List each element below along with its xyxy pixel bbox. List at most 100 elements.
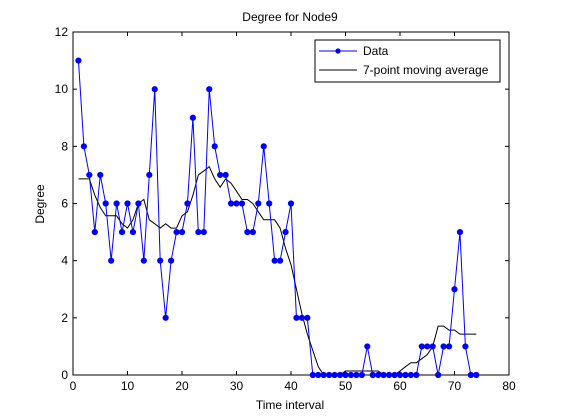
y-tick-label: 12 xyxy=(55,25,69,39)
data-point xyxy=(380,371,387,379)
data-point xyxy=(336,371,344,379)
data-point xyxy=(162,314,169,321)
x-tick-label: 40 xyxy=(284,379,298,393)
data-point xyxy=(266,200,273,207)
data-point xyxy=(238,200,246,207)
y-axis-title: Degree xyxy=(33,184,47,224)
x-tick-label: 20 xyxy=(175,379,189,393)
data-point xyxy=(195,228,202,236)
x-axis-title: Time interval xyxy=(256,398,324,412)
data-point xyxy=(151,86,158,93)
y-tick-label: 2 xyxy=(61,311,68,325)
data-point xyxy=(129,228,137,236)
data-point xyxy=(462,343,469,350)
data-point xyxy=(293,314,300,321)
data-point xyxy=(369,371,376,379)
data-point xyxy=(309,371,316,379)
data-point xyxy=(80,143,88,150)
data-point xyxy=(287,200,295,207)
data-point xyxy=(424,343,431,350)
data-point xyxy=(108,257,115,264)
chart-title: Degree for Node9 xyxy=(242,10,338,24)
data-point xyxy=(456,228,464,236)
data-point xyxy=(473,371,480,379)
data-point xyxy=(200,228,207,236)
data-point xyxy=(102,200,109,207)
x-tick-label: 60 xyxy=(393,379,407,393)
y-tick-label: 10 xyxy=(55,82,69,96)
legend-data-label: Data xyxy=(363,44,389,58)
data-point xyxy=(97,171,104,179)
data-point xyxy=(375,371,382,379)
data-point xyxy=(402,371,409,379)
data-point xyxy=(189,114,196,121)
data-point xyxy=(184,200,191,207)
legend: Data 7-point moving average xyxy=(314,39,501,83)
data-point xyxy=(277,257,284,264)
data-point xyxy=(326,371,333,379)
legend-data-marker xyxy=(335,48,341,54)
x-axis: 0 10 20 30 40 50 60 70 80 xyxy=(70,32,516,393)
data-point xyxy=(440,343,447,350)
data-point xyxy=(255,200,262,207)
data-point xyxy=(467,371,474,379)
data-point xyxy=(206,86,213,93)
data-point xyxy=(331,371,338,379)
data-point xyxy=(386,371,393,379)
data-point xyxy=(260,143,267,150)
x-tick-label: 80 xyxy=(502,379,516,393)
data-point xyxy=(227,200,235,207)
data-point xyxy=(146,171,153,179)
y-axis: 0 2 4 6 8 10 12 xyxy=(55,25,509,382)
data-point xyxy=(157,257,164,264)
x-tick-label: 70 xyxy=(448,379,462,393)
data-point xyxy=(217,171,224,179)
data-point xyxy=(282,228,289,236)
series-layer xyxy=(75,57,480,379)
y-tick-label: 4 xyxy=(61,254,68,268)
data-point xyxy=(271,257,278,264)
x-tick-label: 30 xyxy=(230,379,244,393)
y-tick-label: 6 xyxy=(61,197,68,211)
data-point xyxy=(407,371,414,379)
data-point xyxy=(347,371,355,379)
data-point xyxy=(178,228,186,236)
data-point xyxy=(173,228,180,236)
data-point xyxy=(418,343,425,350)
data-point xyxy=(249,228,256,236)
data-point xyxy=(304,314,311,321)
data-point xyxy=(118,228,126,236)
data-point xyxy=(320,371,327,379)
data-point xyxy=(445,343,453,350)
data-point xyxy=(168,257,175,264)
data-point xyxy=(315,371,322,379)
data-point xyxy=(140,257,147,264)
legend-box xyxy=(314,39,501,83)
data-point xyxy=(91,228,98,236)
data-point xyxy=(222,171,229,179)
data-point xyxy=(342,371,349,379)
data-point xyxy=(429,343,436,350)
y-tick-label: 0 xyxy=(61,368,68,382)
data-point xyxy=(233,200,240,207)
y-tick-label: 8 xyxy=(61,139,68,153)
data-point xyxy=(86,171,93,179)
data-point xyxy=(113,200,120,207)
data-point xyxy=(396,371,404,379)
data-point xyxy=(451,286,458,293)
data-point xyxy=(244,228,251,236)
data-point xyxy=(353,371,360,379)
x-tick-label: 50 xyxy=(339,379,353,393)
data-point xyxy=(211,143,218,150)
x-tick-label: 10 xyxy=(121,379,135,393)
data-point xyxy=(364,343,371,350)
data-point xyxy=(391,371,398,379)
data-point xyxy=(298,314,305,321)
moving-average-line xyxy=(78,165,477,376)
legend-ma-label: 7-point moving average xyxy=(363,63,489,77)
data-point xyxy=(413,371,420,379)
data-point xyxy=(75,57,82,64)
data-point xyxy=(135,200,142,207)
